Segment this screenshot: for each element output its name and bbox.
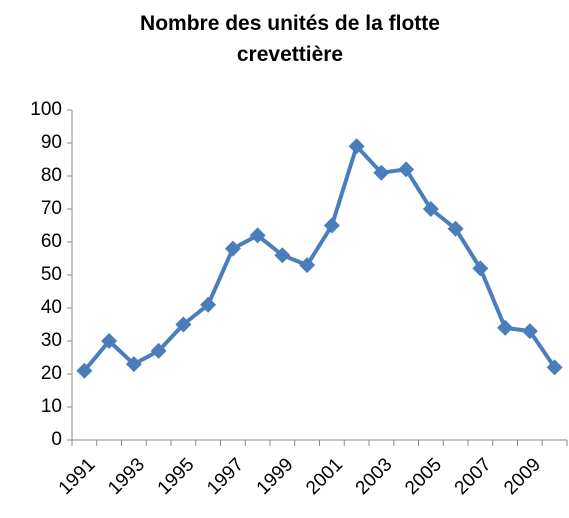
marker <box>101 333 118 349</box>
y-tick-label: 100 <box>30 99 62 120</box>
y-tick-label: 0 <box>51 429 62 450</box>
y-tick-label: 50 <box>41 264 62 285</box>
y-tick-label: 80 <box>41 165 62 186</box>
x-tick-label: 2009 <box>500 454 545 499</box>
marker <box>422 201 439 217</box>
x-tick-label: 1999 <box>253 454 298 499</box>
x-tick-label: 2005 <box>401 454 446 499</box>
marker <box>546 359 563 376</box>
x-tick-label: 2007 <box>451 454 496 499</box>
marker <box>373 164 390 181</box>
y-tick-label: 30 <box>41 330 62 351</box>
x-tick-label: 1993 <box>104 454 149 499</box>
marker <box>348 138 365 155</box>
marker <box>150 342 167 359</box>
marker <box>249 227 266 244</box>
marker <box>472 260 489 277</box>
marker <box>76 362 93 379</box>
marker <box>299 257 316 274</box>
y-tick-label: 40 <box>41 297 62 318</box>
marker <box>497 319 514 336</box>
y-tick-label: 10 <box>41 396 62 417</box>
marker <box>521 323 538 340</box>
x-tick-label: 2003 <box>352 454 397 499</box>
x-tick-label: 1991 <box>55 454 100 499</box>
chart-title: Nombre des unités de la flotte crevettiè… <box>140 12 440 66</box>
x-tick-label: 1997 <box>203 454 248 499</box>
marker <box>175 316 192 333</box>
y-tick-label: 90 <box>41 132 62 153</box>
marker <box>398 161 415 178</box>
marker <box>447 220 464 237</box>
line <box>82 144 557 372</box>
marker <box>200 296 217 313</box>
y-tick-label: 20 <box>41 363 62 384</box>
x-tick-label: 2001 <box>302 454 347 499</box>
x-tick-label: 1995 <box>154 454 199 499</box>
marker <box>274 247 291 264</box>
marker <box>125 356 142 373</box>
y-tick-label: 70 <box>41 198 62 219</box>
marker <box>224 240 241 257</box>
y-tick-label: 60 <box>41 231 62 252</box>
marker <box>323 217 340 234</box>
